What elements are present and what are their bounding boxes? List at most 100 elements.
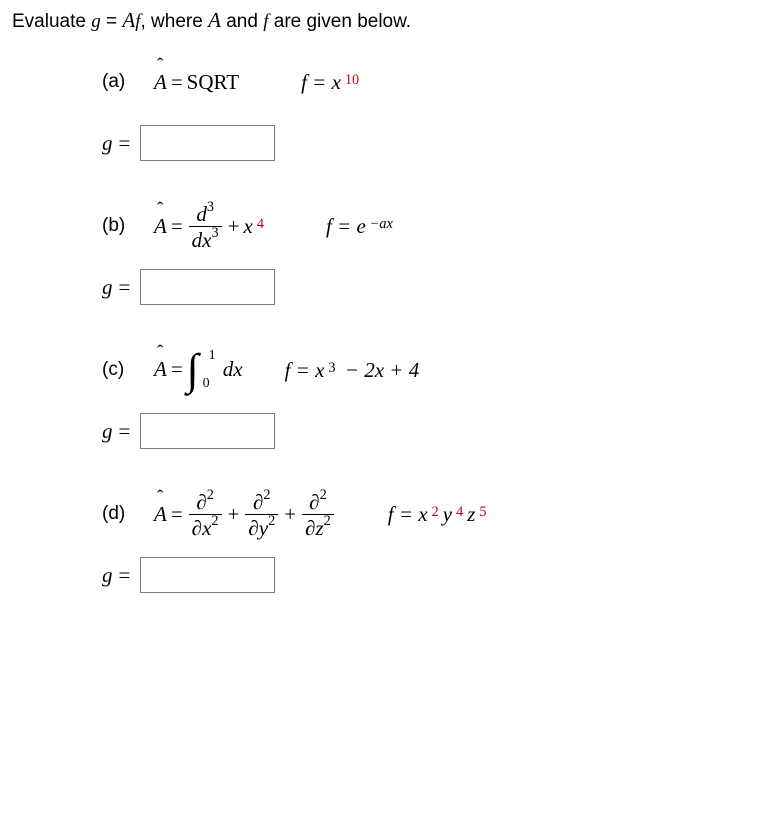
part-b-label: (b) (102, 215, 146, 237)
part-a-g: g (102, 131, 113, 156)
part-c: (c) A = ∫ 1 0 dx f = x3 − 2x + 4 g = (102, 341, 770, 449)
intro-comma-where: , where (141, 11, 209, 32)
part-d-x: x (202, 516, 211, 540)
part-c-f-rest: − 2x + 4 (340, 358, 420, 383)
part-d-p3b: ∂ (305, 516, 315, 540)
part-a-label: (a) (102, 71, 146, 93)
intro-prefix: Evaluate (12, 11, 91, 32)
part-d-2a: 2 (207, 487, 214, 503)
part-a-line: (a) A = SQRT f = x10 (102, 53, 770, 111)
part-a-answer-row: g = (102, 125, 770, 161)
part-d-fy-exp: 4 (456, 504, 463, 521)
part-b-plus: + (228, 214, 240, 239)
intro-eq: = (106, 11, 122, 32)
part-d-fx-exp: 2 (432, 504, 439, 521)
part-c-label: (c) (102, 359, 146, 381)
part-d-f-pre: f = x (388, 502, 428, 527)
part-d-2f: 2 (324, 513, 331, 529)
part-b-num-d: d (196, 202, 207, 226)
part-c-int-lower: 0 (203, 376, 210, 392)
part-d-label: (d) (102, 503, 146, 525)
part-a: (a) A = SQRT f = x10 g = (102, 53, 770, 161)
part-b-den-dx: dx (192, 228, 212, 252)
part-b-line: (b) A = d3 dx3 + x4 f = e−ax (102, 197, 770, 255)
part-c-integral: ∫ 1 0 dx (187, 351, 243, 388)
part-d-p3: ∂ (309, 490, 319, 514)
part-a-input[interactable] (140, 125, 275, 161)
part-c-g-eq: = (119, 419, 131, 444)
part-c-int-upper: 1 (209, 348, 216, 364)
part-b-equals: = (171, 214, 183, 239)
part-b-num-exp: 3 (207, 199, 214, 215)
part-d-line: (d) A = ∂2 ∂x2 + ∂2 ∂y2 + ∂2 ∂z2 f = x2y… (102, 485, 770, 543)
part-b-g: g (102, 275, 113, 300)
part-d-fz-exp: 5 (479, 504, 486, 521)
part-b-g-eq: = (119, 275, 131, 300)
part-d-plus2: + (284, 502, 296, 527)
part-b-x-exp: 4 (257, 216, 264, 233)
part-c-f: f = x3 − 2x + 4 (285, 358, 420, 383)
part-b-f-exp: −ax (370, 216, 393, 233)
part-c-int-body: dx (223, 357, 243, 382)
intro-given: are given below. (274, 11, 411, 32)
part-b-f: f = e−ax (326, 214, 393, 239)
part-b-f-pre: f = e (326, 214, 366, 239)
part-d-fy: y (443, 502, 452, 527)
part-d-plus1: + (228, 502, 240, 527)
part-a-g-eq: = (119, 131, 131, 156)
part-c-line: (c) A = ∫ 1 0 dx f = x3 − 2x + 4 (102, 341, 770, 399)
part-a-A: A (154, 70, 167, 95)
part-b-x: x (243, 214, 252, 239)
part-b-frac: d3 dx3 (189, 202, 222, 251)
part-d-frac-z: ∂2 ∂z2 (302, 490, 334, 539)
intro-A-hat2: A (208, 8, 221, 33)
part-d-z: z (315, 516, 323, 540)
part-d-input[interactable] (140, 557, 275, 593)
intro-g: g (91, 11, 101, 32)
part-b-A: A (154, 214, 167, 239)
part-b-operator-def: A = d3 dx3 + x4 (154, 202, 264, 251)
part-d-2c: 2 (263, 487, 270, 503)
part-d-y: y (259, 516, 268, 540)
part-c-input[interactable] (140, 413, 275, 449)
intro-A-hat: A (122, 8, 135, 33)
part-d-p2: ∂ (253, 490, 263, 514)
part-b: (b) A = d3 dx3 + x4 f = e−ax g = (102, 197, 770, 305)
part-b-den-exp: 3 (212, 225, 219, 241)
part-a-f-exp: 10 (345, 72, 359, 89)
part-d-p2b: ∂ (248, 516, 258, 540)
part-b-answer-row: g = (102, 269, 770, 305)
part-a-equals: = (171, 70, 183, 95)
intro-f2: f (263, 11, 268, 32)
part-c-g: g (102, 419, 113, 444)
part-a-f-pre: f = x (301, 70, 341, 95)
part-c-f-exp: 3 (328, 360, 335, 377)
part-d-2e: 2 (320, 487, 327, 503)
part-d-equals: = (171, 502, 183, 527)
part-d-f: f = x2y4z5 (388, 502, 487, 527)
intro-text: Evaluate g = Af, where A and f are given… (12, 8, 770, 33)
part-d-g: g (102, 563, 113, 588)
part-c-A: A (154, 357, 167, 382)
part-d-2b: 2 (211, 513, 218, 529)
part-c-equals: = (171, 357, 183, 382)
part-a-sqrt: SQRT (187, 70, 239, 95)
part-d-frac-y: ∂2 ∂y2 (245, 490, 278, 539)
part-d-answer-row: g = (102, 557, 770, 593)
part-d-operator-def: A = ∂2 ∂x2 + ∂2 ∂y2 + ∂2 ∂z2 (154, 490, 336, 539)
part-d: (d) A = ∂2 ∂x2 + ∂2 ∂y2 + ∂2 ∂z2 f = x2y… (102, 485, 770, 593)
part-d-fz: z (467, 502, 475, 527)
part-c-answer-row: g = (102, 413, 770, 449)
part-d-g-eq: = (119, 563, 131, 588)
part-c-operator-def: A = ∫ 1 0 dx (154, 351, 243, 388)
part-d-2d: 2 (268, 513, 275, 529)
intro-and: and (226, 11, 263, 32)
part-b-input[interactable] (140, 269, 275, 305)
integral-icon: ∫ (187, 351, 199, 388)
part-d-p1: ∂ (196, 490, 206, 514)
part-a-f: f = x10 (301, 70, 359, 95)
part-a-operator-def: A = SQRT (154, 70, 239, 95)
part-d-p1b: ∂ (192, 516, 202, 540)
part-c-f-pre: f = x (285, 358, 325, 383)
part-d-frac-x: ∂2 ∂x2 (189, 490, 222, 539)
